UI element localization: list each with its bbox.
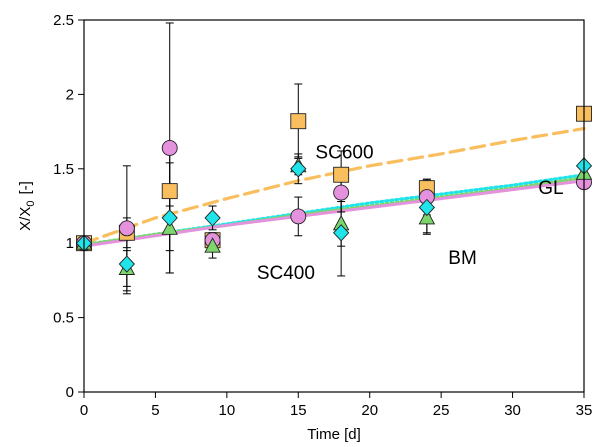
- y-tick-label: 1.5: [53, 161, 74, 178]
- y-tick-label: 0.5: [53, 310, 74, 327]
- series-label-gl: GL: [538, 178, 563, 199]
- marker-gl: [333, 224, 350, 242]
- x-tick-label: 5: [151, 402, 159, 419]
- series-label-sc400: SC400: [257, 263, 315, 284]
- y-tick-label: 1: [66, 235, 74, 252]
- y-tick-label: 2.5: [53, 12, 74, 29]
- x-tick-label: 35: [576, 402, 593, 419]
- y-axis-label-subscript: 0: [25, 201, 37, 207]
- marker-bm: [418, 208, 436, 225]
- marker-sc400: [290, 208, 307, 225]
- marker-sc600: [290, 113, 307, 130]
- x-tick-label: 20: [361, 402, 378, 419]
- x-axis-ticks: 0 5 10 15 20 25 30 35: [80, 392, 593, 419]
- x-tick-label: 0: [80, 402, 88, 419]
- marker-gl: [204, 209, 221, 227]
- y-tick-label: 0: [66, 384, 74, 401]
- marker-sc400: [118, 220, 135, 237]
- series-label-sc600: SC600: [315, 142, 373, 163]
- x-tick-label: 30: [504, 402, 521, 419]
- y-axis-label-unit: [-]: [17, 181, 34, 194]
- marker-sc600: [161, 183, 178, 200]
- marker-bm: [204, 237, 221, 253]
- y-axis-label: X/X0 [-]: [17, 181, 37, 231]
- marker-gl: [290, 160, 307, 178]
- marker-sc600: [333, 166, 350, 183]
- marker-gl: [418, 198, 435, 217]
- marker-bm: [161, 219, 178, 235]
- series-label-bm: BM: [448, 248, 477, 269]
- marker-gl: [118, 255, 135, 273]
- y-axis-label-main: X/X: [17, 207, 34, 231]
- error-bars: [122, 22, 431, 295]
- series-annotations: SC600 SC400 BM GL: [257, 142, 564, 284]
- x-tick-label: 15: [290, 402, 307, 419]
- x-tick-label: 25: [433, 402, 450, 419]
- plot-frame: [83, 19, 585, 393]
- x-axis-label: Time [d]: [307, 426, 361, 443]
- y-axis-ticks: 0 0.5 1 1.5 2 2.5: [53, 12, 84, 401]
- y-tick-label: 2: [66, 86, 74, 103]
- marker-gl: [161, 209, 178, 227]
- marker-sc400: [161, 140, 178, 156]
- marker-sc400: [333, 184, 350, 201]
- x-tick-label: 10: [219, 402, 236, 419]
